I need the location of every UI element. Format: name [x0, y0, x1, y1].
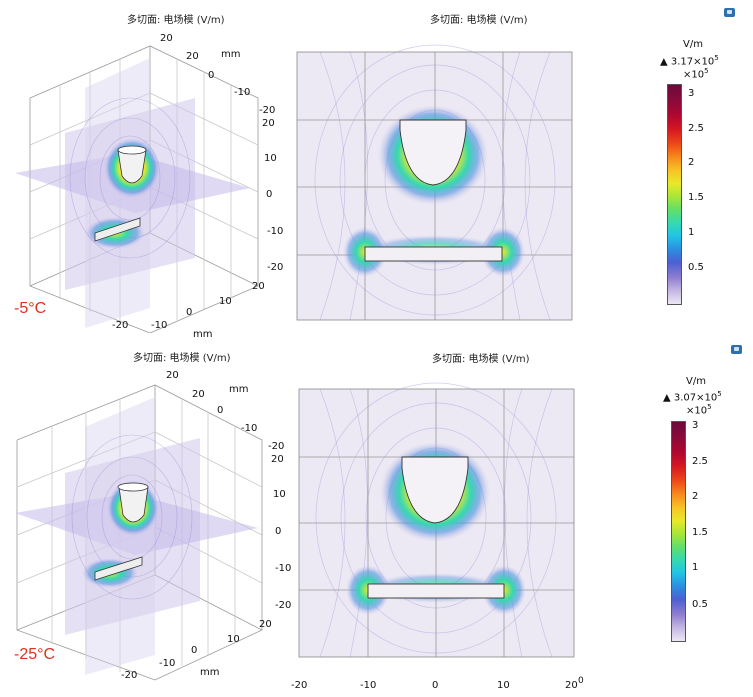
top-colorbar: [667, 84, 682, 305]
top-3d-unit: mm: [193, 329, 213, 340]
bottom-3d-x-tick: 20: [192, 389, 205, 400]
top-3d-unit: mm: [221, 49, 241, 60]
bottom-3d-z-tick: 10: [273, 489, 286, 500]
top-3d-y-tick: 10: [219, 296, 232, 307]
top-3d-x-tick: -20: [259, 105, 276, 116]
bottom-colorbar-tick: 1.5: [692, 527, 708, 538]
top-3d-z-tick: 0: [266, 189, 273, 200]
bottom-colorbar-tick: 0.5: [692, 599, 708, 610]
top-3d-z-tick: -10: [267, 226, 284, 237]
bottom-3d-y-tick: -20: [121, 670, 138, 681]
top-colorbar-max: ▲ 3.17×105: [660, 54, 719, 68]
bottom-3d-unit: mm: [229, 384, 249, 395]
bottom-2d-plot: [298, 382, 575, 658]
bottom-colorbar-multiplier: ×105: [686, 403, 712, 417]
bottom-colorbar-tick: 1: [692, 562, 699, 573]
top-3d-z-tick: -20: [267, 262, 284, 273]
top-3d-y-tick: 0: [186, 307, 193, 318]
bottom-3d-unit: mm: [200, 667, 220, 678]
bottom-3d-plot: [15, 384, 263, 681]
bottom-colorbar-tick: 3: [692, 420, 699, 431]
bottom-3d-y-tick: -10: [159, 658, 176, 669]
top-view-icon[interactable]: [724, 8, 735, 17]
top-colorbar-tick: 0.5: [688, 262, 704, 273]
top-3d-z-tick: 20: [160, 33, 173, 44]
top-colorbar-tick: 1: [688, 227, 695, 238]
bottom-2d-x-tick: 10: [497, 680, 510, 691]
bottom-colorbar-tick: 2.5: [692, 456, 708, 467]
top-colorbar-tick: 2: [688, 157, 695, 168]
top-colorbar-tick: 1.5: [688, 192, 704, 203]
bottom-3d-z-tick: -10: [275, 563, 292, 574]
top-temperature-label: -5°C: [14, 300, 47, 317]
bottom-2d-title: 多切面: 电场模 (V/m): [432, 354, 530, 365]
bottom-colorbar-tick: 2: [692, 491, 699, 502]
bottom-3d-z-tick: 0: [275, 526, 282, 537]
top-3d-y-tick: 20: [252, 281, 265, 292]
bottom-2d-x-tick-trailing: 0: [578, 676, 584, 686]
bottom-colorbar-unit: V/m: [686, 376, 706, 387]
bottom-3d-y-tick: 20: [259, 619, 272, 630]
top-3d-z-tick: 10: [264, 153, 277, 164]
top-3d-x-tick: -10: [234, 87, 251, 98]
bottom-3d-z-tick: -20: [275, 600, 292, 611]
bottom-3d-y-tick: 10: [227, 634, 240, 645]
top-3d-y-tick: -20: [112, 320, 129, 331]
bottom-3d-z-tick: 20: [271, 454, 284, 465]
top-3d-title: 多切面: 电场模 (V/m): [127, 15, 225, 26]
bottom-3d-x-tick: 0: [217, 405, 224, 416]
bottom-2d-x-tick: 0: [432, 680, 439, 691]
bottom-temperature-label: -25°C: [14, 646, 56, 663]
bottom-3d-x-tick: -10: [241, 423, 258, 434]
top-3d-y-tick: -10: [151, 320, 168, 331]
bottom-3d-z-tick: 20: [166, 370, 179, 381]
top-2d-title: 多切面: 电场模 (V/m): [430, 15, 528, 26]
top-3d-x-tick: 20: [186, 51, 199, 62]
top-colorbar-tick: 3: [688, 88, 695, 99]
bottom-2d-x-tick: -10: [360, 680, 377, 691]
bottom-3d-y-tick: 0: [191, 645, 198, 656]
top-colorbar-unit: V/m: [683, 39, 703, 50]
bottom-3d-x-tick: -20: [268, 441, 285, 452]
top-3d-x-tick: 0: [208, 70, 215, 81]
bottom-2d-x-tick: 20: [565, 680, 578, 691]
bottom-colorbar: [671, 421, 686, 642]
bottom-2d-x-tick: -20: [291, 680, 308, 691]
bottom-3d-title: 多切面: 电场模 (V/m): [133, 353, 231, 364]
bottom-colorbar-max: ▲ 3.07×105: [663, 390, 722, 404]
top-colorbar-tick: 2.5: [688, 123, 704, 134]
top-3d-z-tick: 20: [262, 118, 275, 129]
bottom-view-icon[interactable]: [731, 345, 742, 354]
top-colorbar-multiplier: ×105: [683, 67, 709, 81]
top-3d-plot: [15, 45, 259, 333]
top-2d-plot: [296, 44, 573, 321]
